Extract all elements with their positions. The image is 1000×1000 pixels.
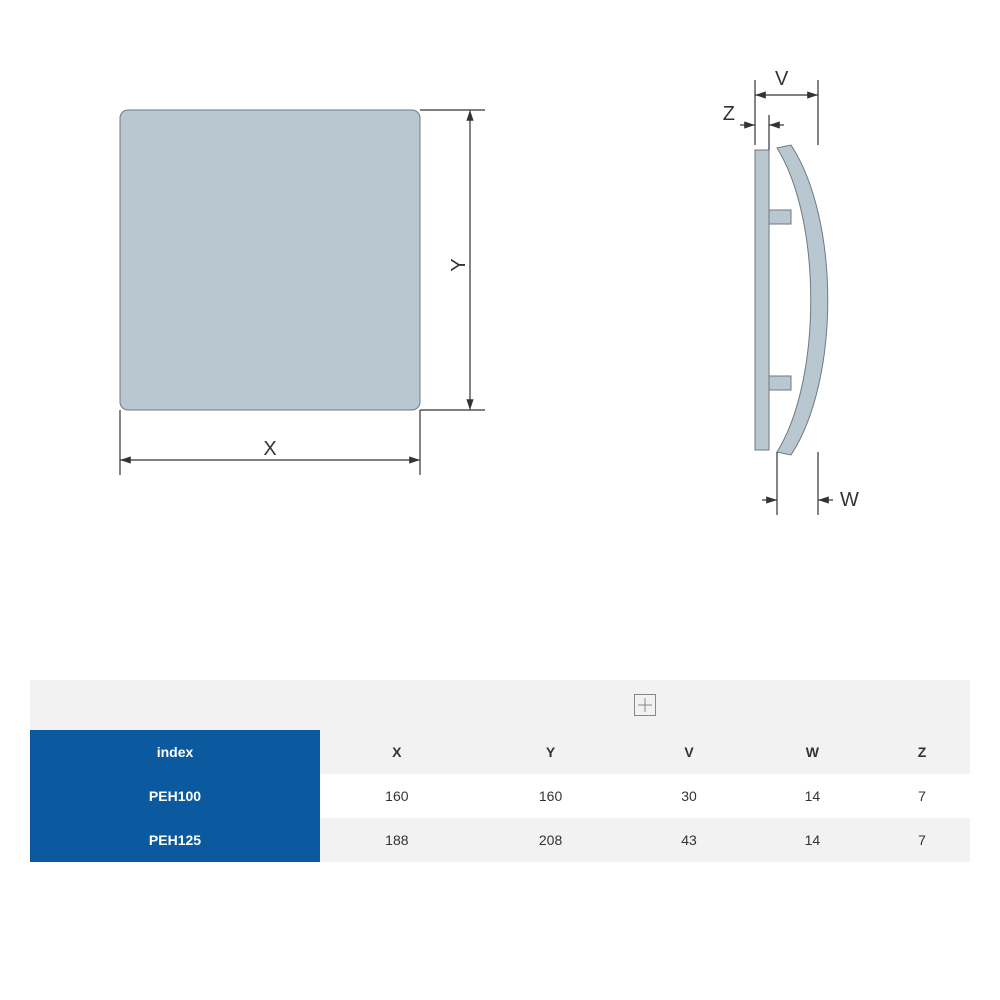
dimension-symbol-icon (634, 694, 656, 716)
dim-label-z: Z (723, 103, 735, 125)
dim-label-w: W (840, 489, 859, 511)
col-y: Y (474, 730, 628, 774)
front-view: X Y (120, 110, 485, 475)
dimensions-table: index X Y V W Z PEH100 160 160 30 14 7 P… (30, 680, 970, 862)
col-w: W (751, 730, 874, 774)
dim-label-v: V (775, 68, 789, 90)
table-row: PEH125 188 208 43 14 7 (30, 818, 970, 862)
col-z: Z (874, 730, 970, 774)
table-row: PEH100 160 160 30 14 7 (30, 774, 970, 818)
col-x: X (320, 730, 474, 774)
table-row-header: index X Y V W Z (30, 730, 970, 774)
dim-label-x: X (263, 438, 276, 460)
dim-label-y: Y (448, 258, 470, 271)
table-row-icon (30, 680, 970, 730)
dimension-diagram: X Y V Z (0, 60, 1000, 580)
col-index: index (30, 730, 320, 774)
col-v: V (627, 730, 750, 774)
side-view: V Z W (723, 68, 859, 515)
